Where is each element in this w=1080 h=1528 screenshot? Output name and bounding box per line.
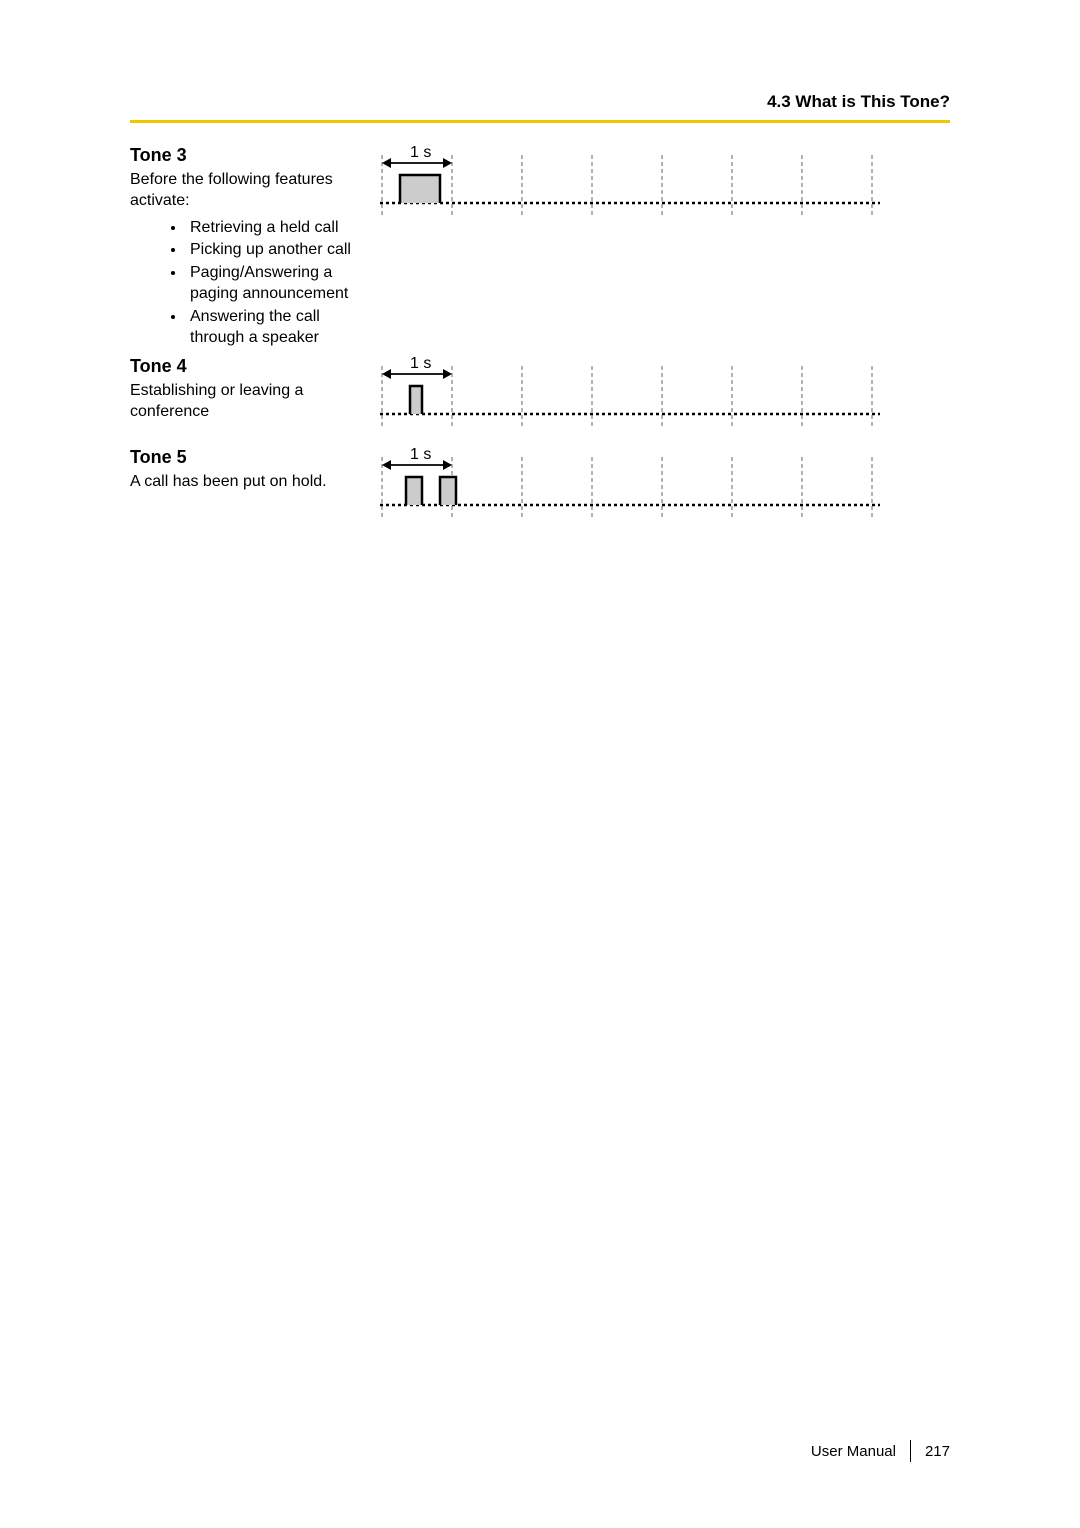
tone-description: Establishing or leaving a conference [130,381,370,423]
footer-separator [910,1440,911,1462]
svg-text:1 s: 1 s [410,356,431,372]
tone-description: A call has been put on hold. [130,472,370,493]
tone-heading: Tone 3 [130,145,370,166]
svg-text:1 s: 1 s [410,145,431,161]
tone-diagram: 1 s [380,145,950,230]
tone-diagram: 1 s [380,447,950,532]
list-item: Retrieving a held call [186,218,370,239]
footer-page-number: 217 [925,1443,950,1460]
tone-text-block: Tone 4 Establishing or leaving a confere… [130,356,380,423]
tone-row: Tone 5 A call has been put on hold. 1 s [130,447,950,532]
svg-text:1 s: 1 s [410,447,431,463]
section-title: 4.3 What is This Tone? [130,92,950,120]
header-rule [130,120,950,123]
tone-diagram: 1 s [380,356,950,441]
tone-bullet-list: Retrieving a held call Picking up anothe… [130,218,370,349]
page-header: 4.3 What is This Tone? [130,92,950,123]
content-area: Tone 3 Before the following features act… [130,145,950,538]
tone-heading: Tone 4 [130,356,370,377]
footer-manual-label: User Manual [811,1443,896,1460]
tone-heading: Tone 5 [130,447,370,468]
page-footer: User Manual 217 [811,1440,950,1462]
list-item: Paging/Answering a paging announcement [186,263,370,305]
tone-description: Before the following features activate: [130,170,370,212]
list-item: Answering the call through a speaker [186,307,370,349]
tone-text-block: Tone 5 A call has been put on hold. [130,447,380,493]
tone-row: Tone 4 Establishing or leaving a confere… [130,356,950,441]
list-item: Picking up another call [186,240,370,261]
tone-row: Tone 3 Before the following features act… [130,145,950,350]
tone-text-block: Tone 3 Before the following features act… [130,145,380,350]
